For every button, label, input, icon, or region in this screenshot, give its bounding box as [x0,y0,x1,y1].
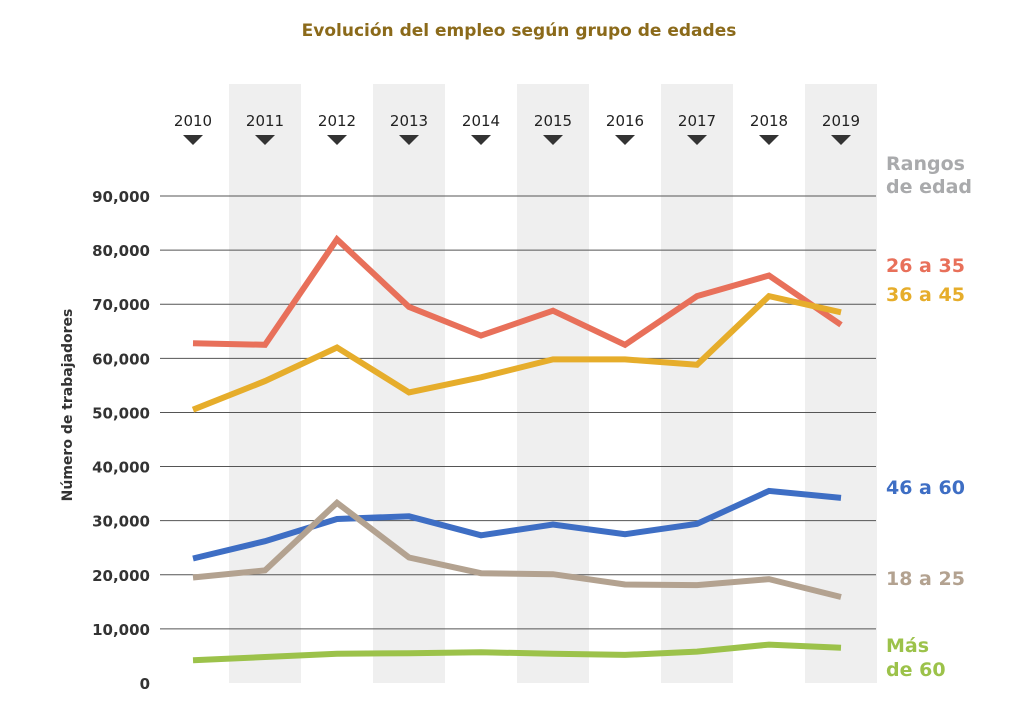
year-marker-icon [687,135,707,145]
x-axis-year-labels: 2010 2011 2012 2013 2014 2015 2016 2017 2018 2019 [174,112,860,145]
year-label-2015: 2015 [534,112,572,130]
column-shading [229,84,877,683]
year-marker-icon [183,135,203,145]
year-label-2017: 2017 [678,112,716,130]
legend-label-36-a-45: 36 a 45 [886,284,965,306]
year-label-2010: 2010 [174,112,212,130]
y-tick-label: 50,000 [92,404,150,422]
year-label-2013: 2013 [390,112,428,130]
year-label-2016: 2016 [606,112,644,130]
year-marker-icon [327,135,347,145]
year-marker-icon [831,135,851,145]
year-label-2018: 2018 [750,112,788,130]
legend-label-m-s-de-60: Más de 60 [886,635,946,681]
y-tick-label: 80,000 [92,242,150,260]
legend-label-46-a-60: 46 a 60 [886,477,965,499]
legend-label-18-a-25: 18 a 25 [886,568,965,590]
year-label-2011: 2011 [246,112,284,130]
series-line-18-a-25 [192,498,842,600]
series-lines [191,234,843,664]
series-line-36-a-45 [191,292,842,413]
year-marker-icon [615,135,635,145]
y-tick-label: 60,000 [92,350,150,368]
year-label-2014: 2014 [462,112,500,130]
column-shade-2017 [661,84,733,683]
column-shade-2015 [517,84,589,683]
year-marker-icon [399,135,419,145]
y-axis-tick-labels: 0 10,000 20,000 30,000 40,000 50,000 60,000 70,… [92,188,150,693]
column-shade-2013 [373,84,445,683]
y-tick-label: 40,000 [92,459,150,477]
y-tick-label: 30,000 [92,513,150,531]
y-tick-label: 10,000 [92,621,150,639]
year-label-2019: 2019 [822,112,860,130]
y-axis-title: Número de trabajadores [60,309,76,502]
y-tick-label: 20,000 [92,567,150,585]
legend-label-26-a-35: 26 a 35 [886,255,965,277]
year-label-2012: 2012 [318,112,356,130]
series-line-m-s-de-60 [192,641,842,664]
year-marker-icon [471,135,491,145]
y-tick-label: 70,000 [92,296,150,314]
year-marker-icon [255,135,275,145]
series-line-46-a-60 [192,487,842,562]
y-tick-label: 0 [140,675,150,693]
column-shade-2019 [805,84,877,683]
chart-title: Evolución del empleo según grupo de edad… [302,21,737,41]
y-tick-label: 90,000 [92,188,150,206]
year-marker-icon [759,135,779,145]
legend-title: Rangos de edad [886,153,972,198]
series-line-26-a-35 [192,234,843,349]
legend: Rangos de edad 26 a 35 36 a 45 46 a 60 18 a 2… [886,153,972,681]
year-marker-icon [543,135,563,145]
